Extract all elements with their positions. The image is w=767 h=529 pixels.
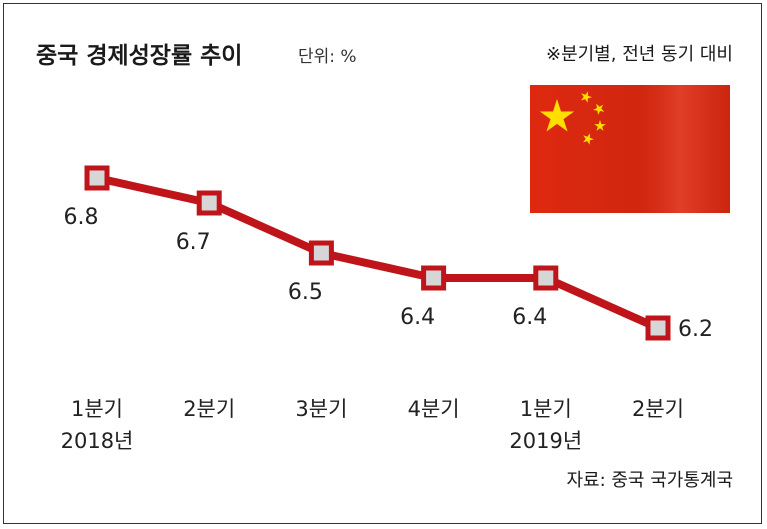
data-point-marker bbox=[645, 315, 671, 341]
category-label: 3분기 bbox=[295, 397, 347, 421]
chart-title: 중국 경제성장률 추이 bbox=[36, 43, 243, 69]
flag-star-icon bbox=[583, 133, 594, 145]
category-label: 4분기 bbox=[408, 397, 460, 421]
note-label: ※분기별, 전년 동기 대비 bbox=[545, 44, 733, 65]
series-line bbox=[93, 174, 662, 332]
flag-star-icon bbox=[581, 91, 592, 103]
value-label: 6.5 bbox=[288, 280, 323, 305]
data-point-marker bbox=[84, 165, 110, 191]
data-point-marker bbox=[533, 265, 559, 291]
flag-star-icon bbox=[539, 99, 575, 132]
data-point-marker bbox=[308, 240, 334, 266]
value-label: 6.4 bbox=[400, 305, 435, 330]
year-label: 2018년 bbox=[61, 429, 134, 453]
value-label: 6.4 bbox=[512, 305, 547, 330]
category-label: 1분기 bbox=[520, 397, 572, 421]
data-point-marker bbox=[421, 265, 447, 291]
category-label: 2분기 bbox=[632, 397, 684, 421]
source-label: 자료: 중국 국가통계국 bbox=[566, 470, 733, 491]
value-label: 6.8 bbox=[64, 205, 99, 230]
value-label: 6.2 bbox=[678, 317, 713, 342]
value-label: 6.7 bbox=[176, 230, 211, 255]
flag-star-icon bbox=[594, 120, 606, 131]
category-label: 2분기 bbox=[183, 397, 235, 421]
category-label: 1분기 bbox=[71, 397, 123, 421]
flag-star-icon bbox=[593, 103, 605, 115]
data-point-marker bbox=[196, 190, 222, 216]
unit-label: 단위: % bbox=[298, 47, 357, 67]
year-label: 2019년 bbox=[509, 429, 582, 453]
china-flag-icon bbox=[530, 85, 730, 213]
